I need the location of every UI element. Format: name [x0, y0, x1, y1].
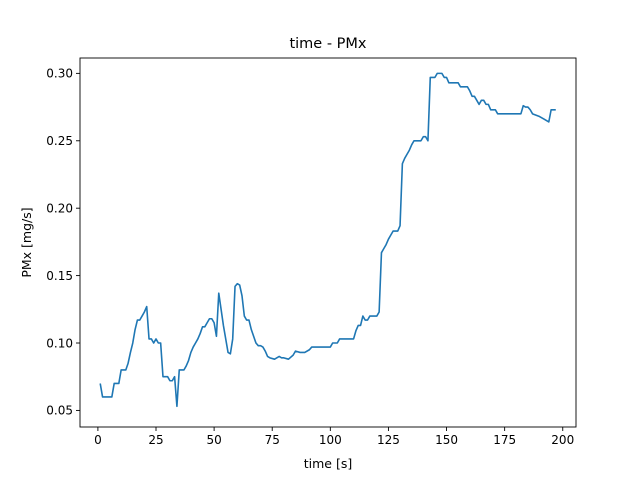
- y-tick-label: 0.20: [46, 201, 73, 215]
- x-axis-ticks: 0 25 50 75 100 125 150 175 200: [94, 427, 574, 447]
- y-axis-label: PMx [mg/s]: [19, 207, 34, 277]
- y-axis-ticks: 0.05 0.10 0.15 0.20 0.25 0.30: [46, 67, 80, 418]
- x-tick-label: 50: [206, 433, 221, 447]
- plot-frame: [79, 57, 577, 428]
- x-tick-label: 200: [551, 433, 574, 447]
- y-tick-label: 0.15: [46, 269, 73, 283]
- y-tick-label: 0.25: [46, 134, 73, 148]
- x-tick-label: 75: [265, 433, 280, 447]
- series-line: [99, 72, 556, 408]
- x-tick-label: 175: [493, 433, 516, 447]
- x-tick-label: 125: [377, 433, 400, 447]
- chart-title: time - PMx: [289, 36, 366, 52]
- x-tick-label: 100: [319, 433, 342, 447]
- y-tick-label: 0.10: [46, 336, 73, 350]
- x-tick-label: 150: [435, 433, 458, 447]
- x-tick-label: 0: [94, 433, 102, 447]
- x-axis-label: time [s]: [304, 456, 352, 471]
- y-tick-label: 0.30: [46, 67, 73, 81]
- x-tick-label: 25: [148, 433, 163, 447]
- y-tick-label: 0.05: [46, 404, 73, 418]
